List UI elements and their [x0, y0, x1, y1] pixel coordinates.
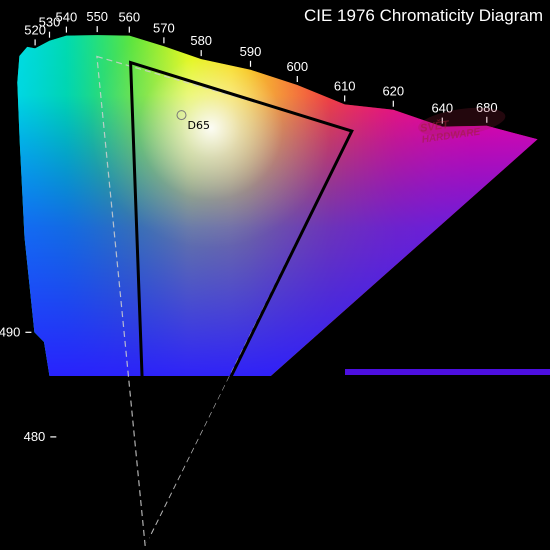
wavelength-label-520: 520 — [24, 22, 46, 37]
white-point-label: D65 — [188, 119, 210, 132]
wavelength-label-480: 480 — [24, 429, 46, 444]
display-gamut-triangle — [129, 60, 354, 546]
watermark-logo — [418, 107, 506, 137]
chart-title: CIE 1976 Chromaticity Diagram — [303, 6, 543, 25]
wavelength-label-550: 550 — [86, 9, 108, 24]
wavelength-label-680: 680 — [476, 100, 498, 115]
purple-line-strip — [345, 369, 550, 375]
wavelength-label-560: 560 — [118, 10, 140, 25]
wavelength-label-540: 540 — [56, 10, 78, 25]
wavelength-label-640: 640 — [431, 101, 453, 116]
watermark-line1: SVĚT — [419, 118, 451, 135]
wavelength-label-590: 590 — [240, 44, 262, 59]
locus-fill — [17, 35, 538, 380]
wavelength-label-600: 600 — [286, 59, 308, 74]
reference-gamut-triangle — [96, 55, 353, 549]
wavelength-label-610: 610 — [334, 78, 356, 93]
wavelength-label-530: 530 — [39, 15, 61, 30]
wavelength-label-620: 620 — [382, 84, 404, 99]
lower-mask — [0, 376, 550, 550]
white-point-marker — [176, 110, 187, 121]
wavelength-label-570: 570 — [153, 20, 175, 35]
wavelength-label-490: 490 — [0, 324, 20, 339]
wavelength-label-580: 580 — [190, 33, 212, 48]
wavelength-ticks — [25, 26, 488, 438]
locus-white-layer — [17, 35, 538, 380]
